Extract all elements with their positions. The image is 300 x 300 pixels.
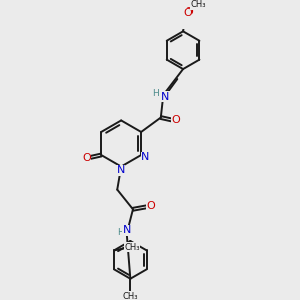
Text: O: O [184,8,193,17]
Text: O: O [171,115,180,125]
Text: O: O [183,8,192,19]
Text: N: N [116,165,125,175]
Text: H: H [117,228,124,237]
Text: N: N [141,152,149,162]
Text: CH₃: CH₃ [124,243,140,252]
Text: H: H [152,89,159,98]
Text: O: O [183,8,192,19]
Text: N: N [161,92,170,102]
Text: CH₃: CH₃ [190,0,206,9]
Text: O: O [82,153,91,163]
Text: N: N [122,225,131,235]
Text: CH₃: CH₃ [123,292,138,300]
Text: O: O [194,0,202,7]
Text: O: O [146,201,155,211]
